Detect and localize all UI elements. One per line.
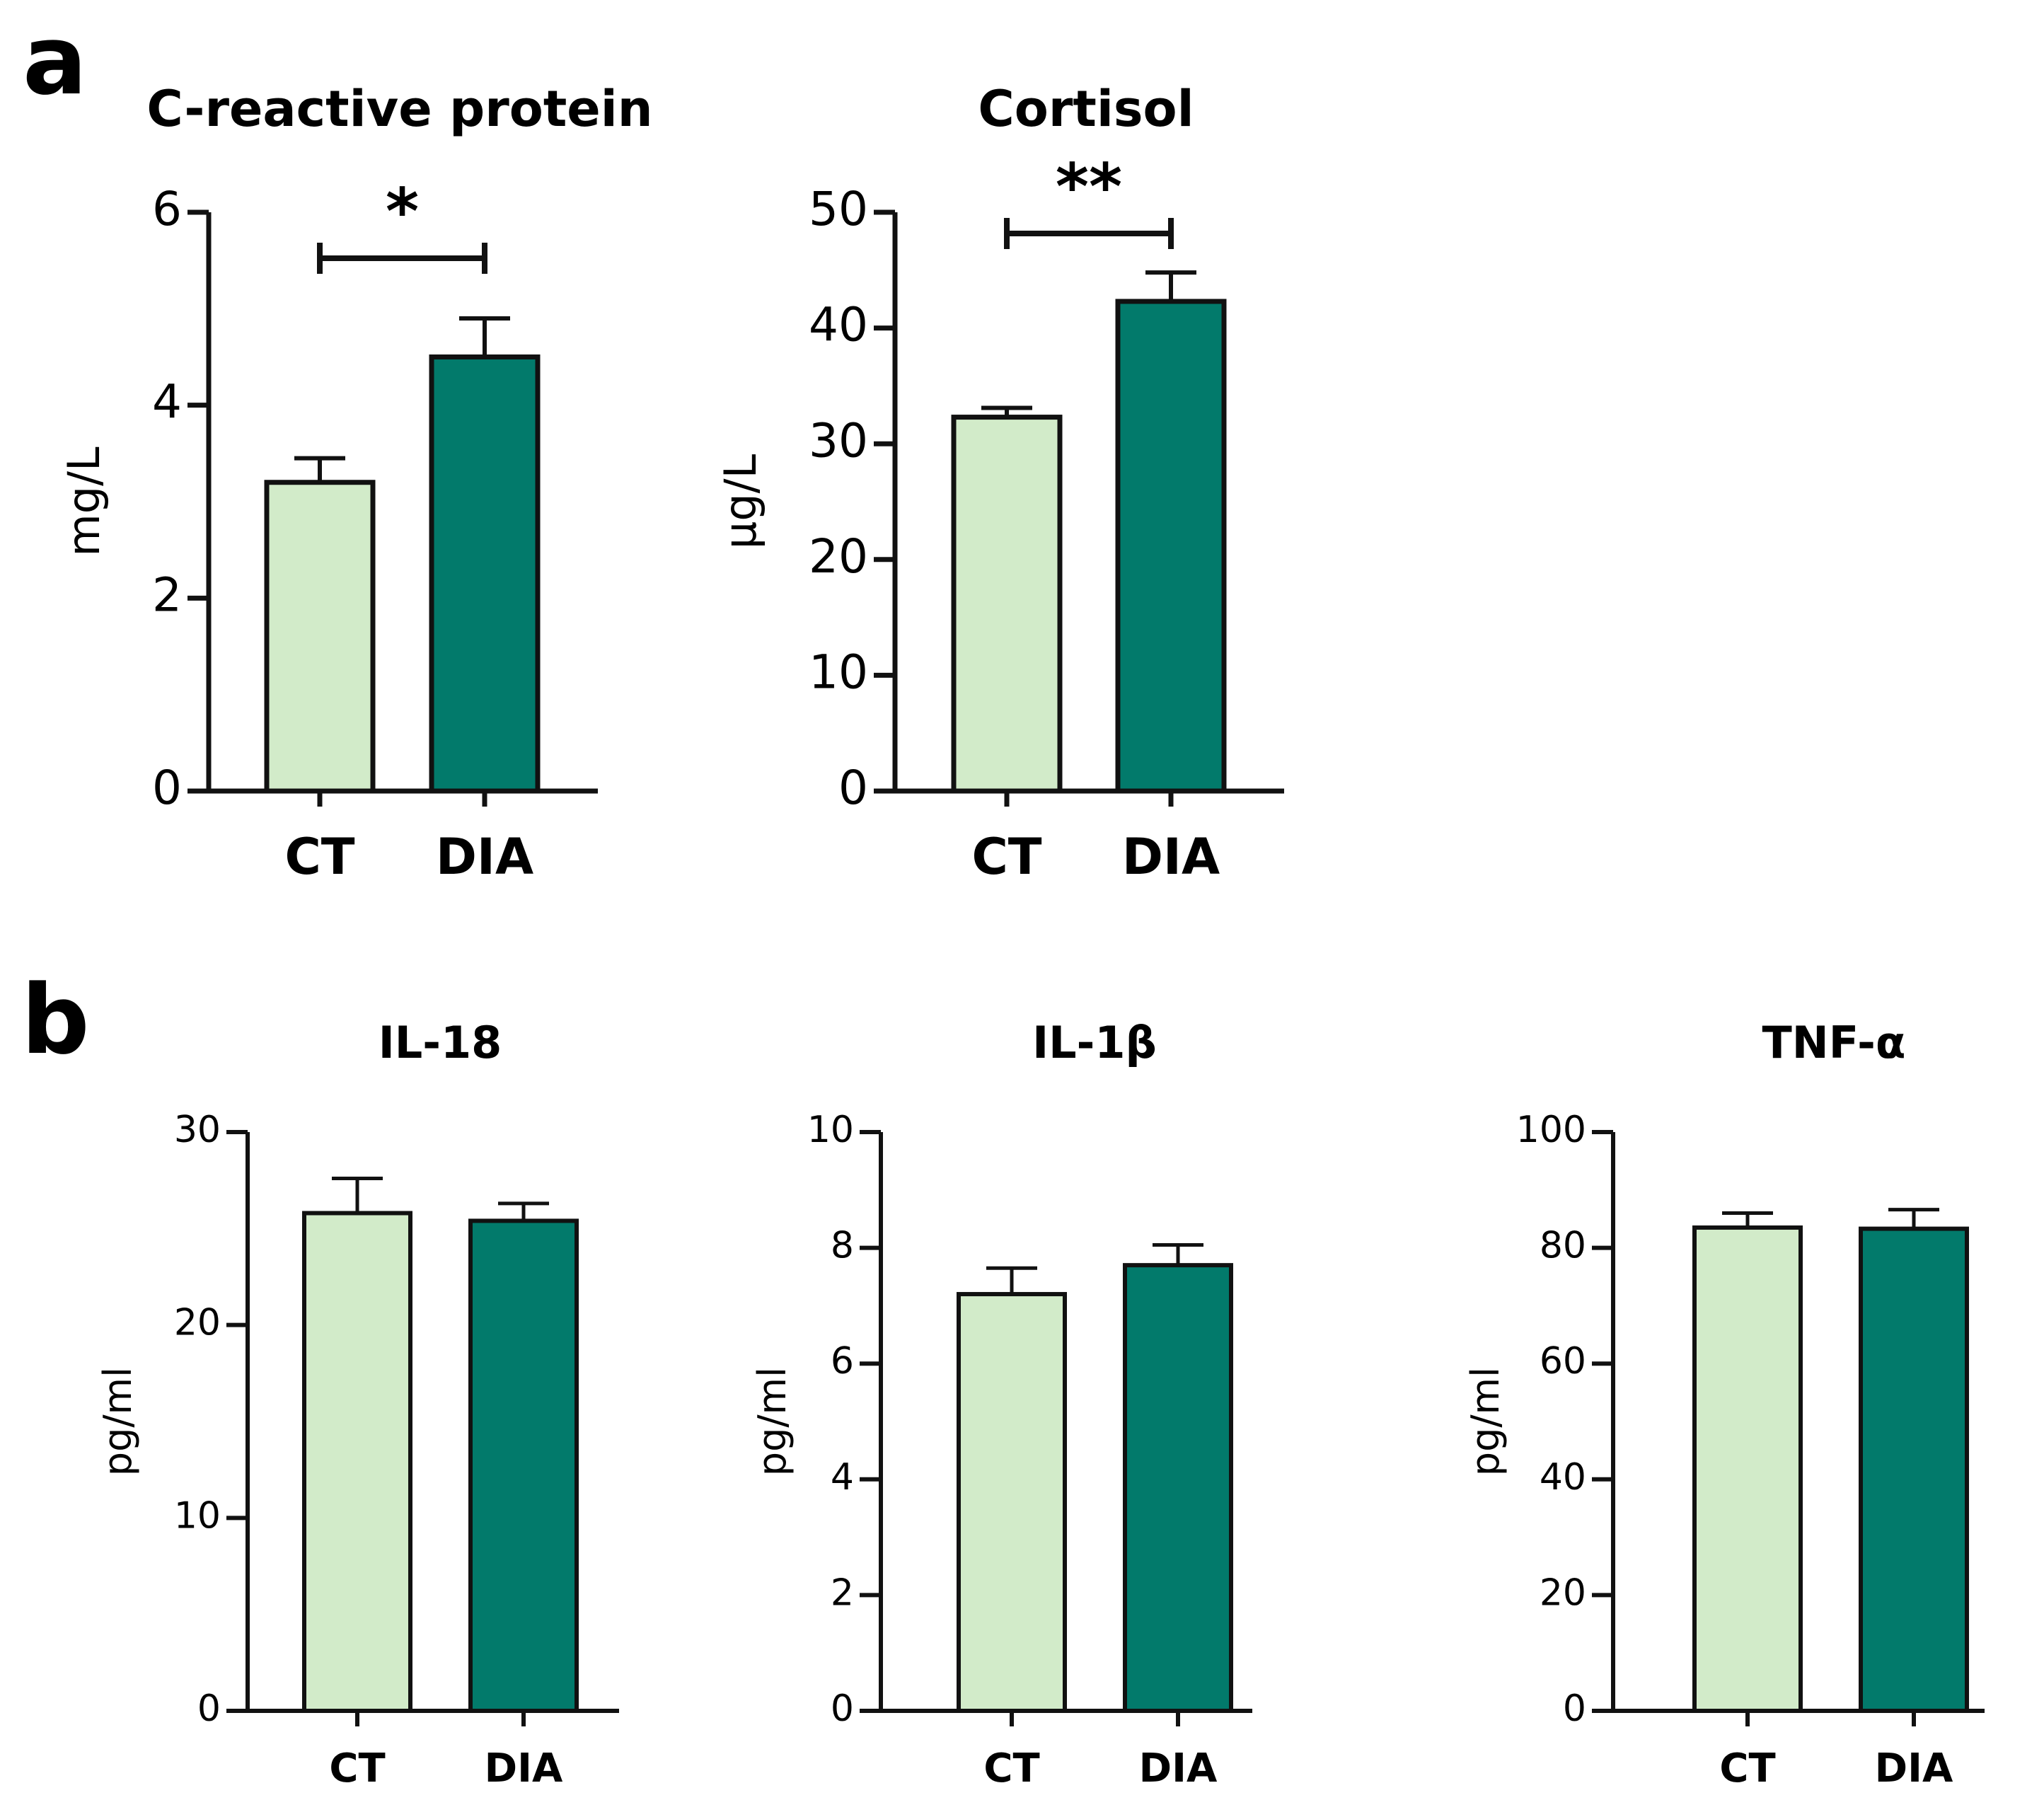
chart-5: TNF-α pg/ml CT DIA 0 20 40 60 80 100 [1463,1017,1985,1792]
y-tick-label: 60 [1540,1340,1586,1383]
y-tick-label: 30 [809,413,868,468]
y-tick-label: 4 [831,1456,854,1499]
chart-3: IL-18 pg/ml CT DIA 0 10 20 30 [96,1017,619,1792]
y-tick-label: 0 [1563,1688,1586,1730]
y-tick-label: 40 [1540,1456,1586,1499]
x-tick-label-dia: DIA [1875,1746,1953,1792]
chart-title: IL-1β [1032,1017,1157,1068]
chart-title: TNF-α [1762,1017,1906,1068]
y-tick-label: 2 [152,567,182,622]
bar-dia [1115,299,1227,794]
chart-2: Cortisol µg/L CT DIA 0 10 20 30 40 50 ** [715,80,1284,886]
x-tick-label-ct: CT [971,828,1041,886]
bar-dia [429,354,541,794]
y-tick-label: 50 [809,182,868,236]
y-tick-label: 6 [152,182,182,236]
x-tick-label-dia: DIA [1122,828,1220,886]
bar-dia [1859,1226,1969,1713]
y-tick-label: 20 [809,529,868,584]
x-tick-label-ct: CT [983,1746,1039,1792]
panel-letter-b: b [21,964,90,1075]
bar-ct [264,480,376,794]
y-tick-label: 100 [1516,1109,1586,1151]
x-tick-label-ct: CT [284,828,354,886]
x-tick-label-ct: CT [329,1746,385,1792]
chart-title: IL-18 [379,1017,502,1068]
bar-ct [302,1211,412,1713]
y-tick-label: 20 [174,1302,221,1344]
y-axis-label: µg/L [715,454,766,549]
y-tick-label: 8 [831,1225,854,1267]
x-tick-label-dia: DIA [1139,1746,1218,1792]
bar-dia [468,1218,579,1713]
x-tick-label-dia: DIA [436,828,533,886]
bar-ct [951,415,1063,794]
bar-ct [957,1292,1067,1714]
charts: C-reactive protein mg/L CT DIA 0 2 4 6 * Cortisol… [58,80,1985,1792]
y-tick-label: 10 [174,1494,221,1537]
x-tick-label-ct: CT [1719,1746,1775,1792]
y-tick-label: 2 [831,1571,854,1614]
chart-title: C-reactive protein [146,80,652,138]
y-tick-label: 4 [152,375,182,429]
y-tick-label: 40 [809,298,868,352]
y-tick-label: 0 [838,761,868,815]
y-tick-label: 30 [174,1109,221,1151]
bar-ct [1692,1225,1803,1713]
y-axis-label: pg/ml [750,1367,795,1476]
x-tick-label-dia: DIA [485,1746,563,1792]
significance-marker: ** [1056,150,1122,224]
y-axis-label: pg/ml [1463,1367,1508,1476]
bar-dia [1123,1263,1233,1713]
y-tick-label: 0 [831,1688,854,1730]
y-tick-label: 10 [809,645,868,699]
significance-marker: * [386,175,419,249]
chart-4: IL-1β pg/ml CT DIA 0 2 4 6 8 10 [750,1017,1252,1792]
y-tick-label: 6 [831,1340,854,1383]
y-tick-label: 80 [1540,1225,1586,1267]
panel-letter-a: a [23,5,87,116]
y-axis-label: pg/ml [96,1367,140,1476]
y-axis-label: mg/L [58,446,110,557]
y-tick-label: 20 [1540,1571,1586,1614]
chart-title: Cortisol [978,80,1194,138]
y-tick-label: 10 [807,1109,854,1151]
chart-1: C-reactive protein mg/L CT DIA 0 2 4 6 * [58,80,653,886]
y-tick-label: 0 [197,1688,221,1730]
y-tick-label: 0 [152,761,182,815]
